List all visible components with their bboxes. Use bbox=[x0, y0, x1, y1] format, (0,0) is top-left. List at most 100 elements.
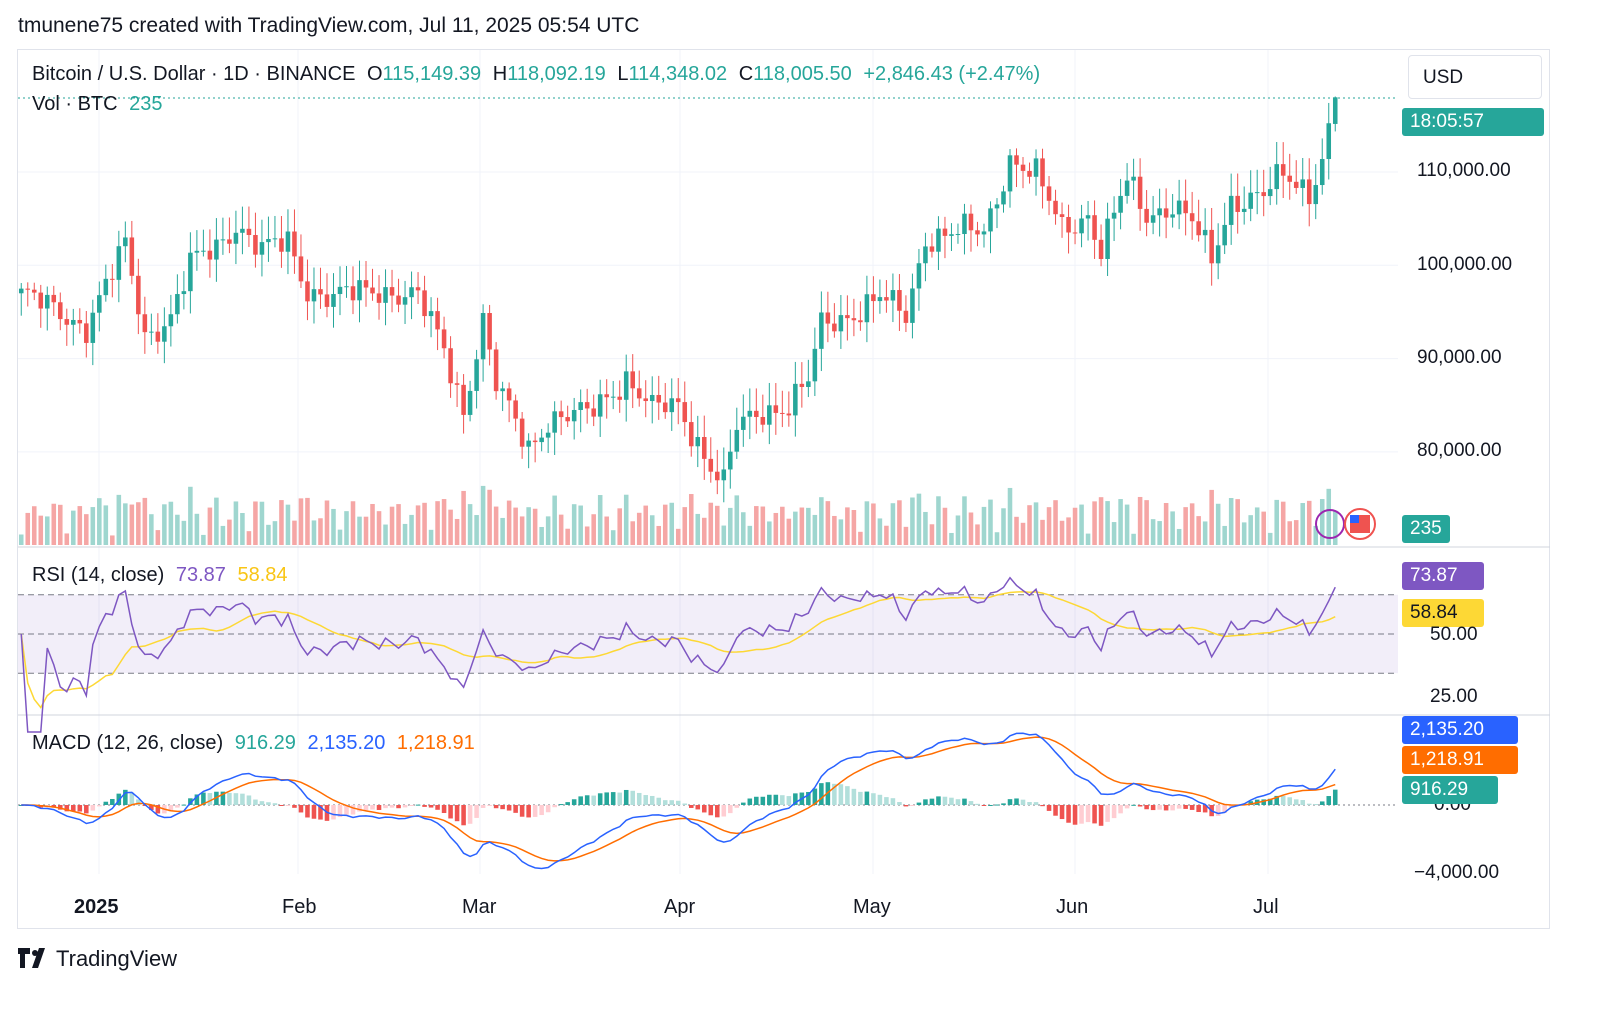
volume-bar bbox=[656, 525, 662, 545]
candle-body bbox=[897, 290, 902, 311]
macd-histogram-bar bbox=[597, 793, 603, 805]
macd-histogram-bar bbox=[409, 805, 414, 806]
tradingview-brand[interactable]: TradingView bbox=[18, 946, 177, 972]
volume-bar bbox=[1027, 505, 1032, 545]
macd-histogram-bar bbox=[103, 801, 109, 805]
volume-bar bbox=[454, 518, 460, 545]
volume-bar bbox=[916, 493, 922, 545]
volume-bar bbox=[734, 495, 740, 545]
volume-bar bbox=[1059, 520, 1065, 545]
high-value: 118,092.19 bbox=[507, 63, 606, 85]
macd-legend[interactable]: MACD (12, 26, close) 916.29 2,135.20 1,2… bbox=[32, 732, 481, 755]
candle-body bbox=[1209, 229, 1214, 264]
macd-histogram-bar bbox=[988, 804, 993, 806]
volume-legend[interactable]: Vol · BTC 235 bbox=[32, 93, 169, 116]
volume-bar bbox=[513, 507, 518, 545]
volume-bar bbox=[981, 506, 987, 545]
macd-histogram-bar bbox=[1183, 805, 1188, 809]
macd-histogram-bar bbox=[1163, 805, 1169, 811]
macd-histogram-bar bbox=[708, 805, 714, 816]
candle-body bbox=[1300, 179, 1306, 188]
candle-body bbox=[903, 310, 909, 323]
macd-histogram-bar bbox=[793, 793, 798, 805]
macd-label: MACD (12, 26, close) bbox=[32, 732, 224, 754]
currency-button[interactable]: USD bbox=[1408, 55, 1542, 99]
candle-body bbox=[545, 432, 551, 438]
macd-histogram-bar bbox=[1027, 801, 1032, 805]
rsi-ma-badge: 58.84 bbox=[1402, 599, 1484, 627]
candle-body bbox=[123, 237, 128, 247]
macd-histogram-bar bbox=[422, 805, 427, 807]
candle-body bbox=[812, 348, 818, 382]
candle-body bbox=[825, 312, 831, 324]
candle-body bbox=[649, 394, 655, 402]
volume-bar bbox=[1300, 503, 1306, 545]
open-value: 115,149.39 bbox=[382, 63, 482, 85]
volume-bar bbox=[220, 525, 226, 545]
volume-bar bbox=[357, 516, 362, 545]
candle-body bbox=[357, 280, 362, 301]
volume-bar bbox=[962, 496, 967, 545]
month-feb: Feb bbox=[282, 896, 317, 918]
candle-body bbox=[1046, 186, 1052, 201]
volume-bar bbox=[929, 524, 935, 545]
candle-body bbox=[845, 315, 850, 319]
symbol-title[interactable]: Bitcoin / U.S. Dollar · 1D · BINANCE bbox=[32, 63, 356, 85]
macd-histogram-bar bbox=[701, 805, 707, 813]
volume-bar bbox=[1014, 516, 1019, 545]
candle-body bbox=[240, 228, 245, 233]
macd-histogram-bar bbox=[1196, 805, 1201, 813]
candle-body bbox=[1261, 192, 1266, 197]
macd-histogram-bar bbox=[1267, 798, 1273, 805]
candle-body bbox=[376, 293, 382, 303]
macd-histogram-bar bbox=[526, 805, 531, 818]
month-mar: Mar bbox=[462, 896, 497, 918]
volume-bar bbox=[584, 526, 590, 545]
volume-bar bbox=[324, 500, 330, 545]
candle-body bbox=[1111, 212, 1117, 219]
volume-bar bbox=[767, 521, 772, 545]
volume-bar bbox=[1235, 499, 1240, 545]
candle-body bbox=[1189, 213, 1195, 222]
candle-body bbox=[1053, 200, 1058, 215]
macd-histogram-bar bbox=[480, 805, 486, 808]
macd-histogram-bar bbox=[1144, 805, 1149, 810]
macd-histogram-bar bbox=[1137, 805, 1143, 807]
volume-bar bbox=[871, 503, 876, 545]
candle-body bbox=[409, 287, 414, 298]
volume-bar bbox=[168, 501, 174, 545]
volume-bar bbox=[266, 524, 271, 545]
macd-histogram-bar bbox=[1085, 805, 1091, 823]
macd-histogram-bar bbox=[1222, 805, 1227, 813]
macd-histogram-bar bbox=[786, 796, 792, 805]
volume-bar bbox=[461, 490, 466, 545]
volume-bar bbox=[1033, 502, 1039, 545]
change-value: +2,846.43 (+2.47%) bbox=[863, 63, 1041, 85]
candle-body bbox=[728, 451, 733, 470]
volume-bar bbox=[422, 502, 427, 545]
macd-histogram-bar bbox=[1124, 805, 1130, 809]
candle-body bbox=[415, 287, 421, 291]
volume-bar bbox=[246, 531, 252, 545]
candle-body bbox=[298, 256, 304, 282]
main-legend[interactable]: Bitcoin / U.S. Dollar · 1D · BINANCE O11… bbox=[32, 63, 1046, 86]
volume-bar bbox=[25, 512, 31, 545]
macd-histogram-bar bbox=[695, 805, 701, 810]
volume-bar bbox=[597, 495, 603, 545]
macd-histogram-bar bbox=[487, 805, 492, 806]
volume-bar bbox=[825, 501, 831, 545]
volume-bar bbox=[1241, 522, 1247, 545]
volume-bar bbox=[292, 520, 297, 545]
candle-body bbox=[1079, 218, 1084, 234]
macd-histogram-bar bbox=[864, 791, 870, 805]
rsi-legend[interactable]: RSI (14, close) 73.87 58.84 bbox=[32, 564, 294, 587]
volume-bar bbox=[571, 504, 577, 545]
rsi-line bbox=[20, 576, 1336, 733]
candle-body bbox=[1267, 189, 1273, 197]
macd-histogram-bar bbox=[1053, 805, 1058, 816]
volume-bar bbox=[487, 489, 492, 545]
candle-body bbox=[136, 275, 141, 315]
candle-body bbox=[754, 410, 759, 418]
candle-body bbox=[962, 213, 967, 235]
